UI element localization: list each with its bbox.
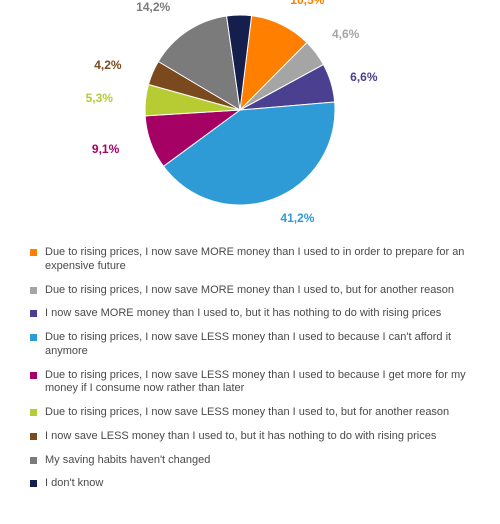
pie-label-more-expensive-future: 10,5%	[290, 0, 324, 7]
legend-item: Due to rising prices, I now save MORE mo…	[30, 246, 480, 274]
legend-text: Due to rising prices, I now save MORE mo…	[45, 284, 454, 298]
legend-marker	[30, 372, 37, 379]
pie-label-less-other-reason: 5,3%	[86, 91, 113, 105]
legend-text: I now save MORE money than I used to, bu…	[45, 307, 441, 321]
pie-label-habits-not-changed: 14,2%	[136, 0, 170, 14]
legend-marker	[30, 409, 37, 416]
page: 10,5% 4,6% 6,6% 41,2% 9,1% 5,3% 4,2% 14,…	[0, 0, 500, 524]
legend-marker	[30, 334, 37, 341]
legend-item: I now save LESS money than I used to, bu…	[30, 430, 480, 444]
legend-text: Due to rising prices, I now save LESS mo…	[45, 331, 480, 359]
legend-text: My saving habits haven't changed	[45, 454, 210, 468]
pie-label-less-consume-now: 9,1%	[92, 142, 119, 156]
pie-chart	[140, 10, 340, 210]
pie-chart-svg	[140, 10, 340, 210]
legend-item: Due to rising prices, I now save LESS mo…	[30, 331, 480, 359]
pie-label-more-not-rising-prices: 6,6%	[350, 70, 377, 84]
legend-text: I don't know	[45, 477, 103, 491]
legend-item: Due to rising prices, I now save MORE mo…	[30, 284, 480, 298]
pie-label-less-cant-afford: 41,2%	[280, 211, 314, 225]
legend-marker	[30, 249, 37, 256]
legend-item: I don't know	[30, 477, 480, 491]
legend: Due to rising prices, I now save MORE mo…	[0, 240, 500, 491]
pie-label-less-not-rising-prices: 4,2%	[94, 58, 121, 72]
legend-text: I now save LESS money than I used to, bu…	[45, 430, 436, 444]
legend-marker	[30, 287, 37, 294]
legend-item: Due to rising prices, I now save LESS mo…	[30, 406, 480, 420]
legend-marker	[30, 457, 37, 464]
legend-marker	[30, 433, 37, 440]
legend-item: I now save MORE money than I used to, bu…	[30, 307, 480, 321]
legend-marker	[30, 310, 37, 317]
legend-text: Due to rising prices, I now save LESS mo…	[45, 406, 449, 420]
legend-item: Due to rising prices, I now save LESS mo…	[30, 369, 480, 397]
legend-text: Due to rising prices, I now save MORE mo…	[45, 246, 480, 274]
legend-marker	[30, 480, 37, 487]
legend-text: Due to rising prices, I now save LESS mo…	[45, 369, 480, 397]
legend-item: My saving habits haven't changed	[30, 454, 480, 468]
pie-chart-area: 10,5% 4,6% 6,6% 41,2% 9,1% 5,3% 4,2% 14,…	[0, 0, 500, 240]
pie-label-more-other-reason: 4,6%	[332, 27, 359, 41]
